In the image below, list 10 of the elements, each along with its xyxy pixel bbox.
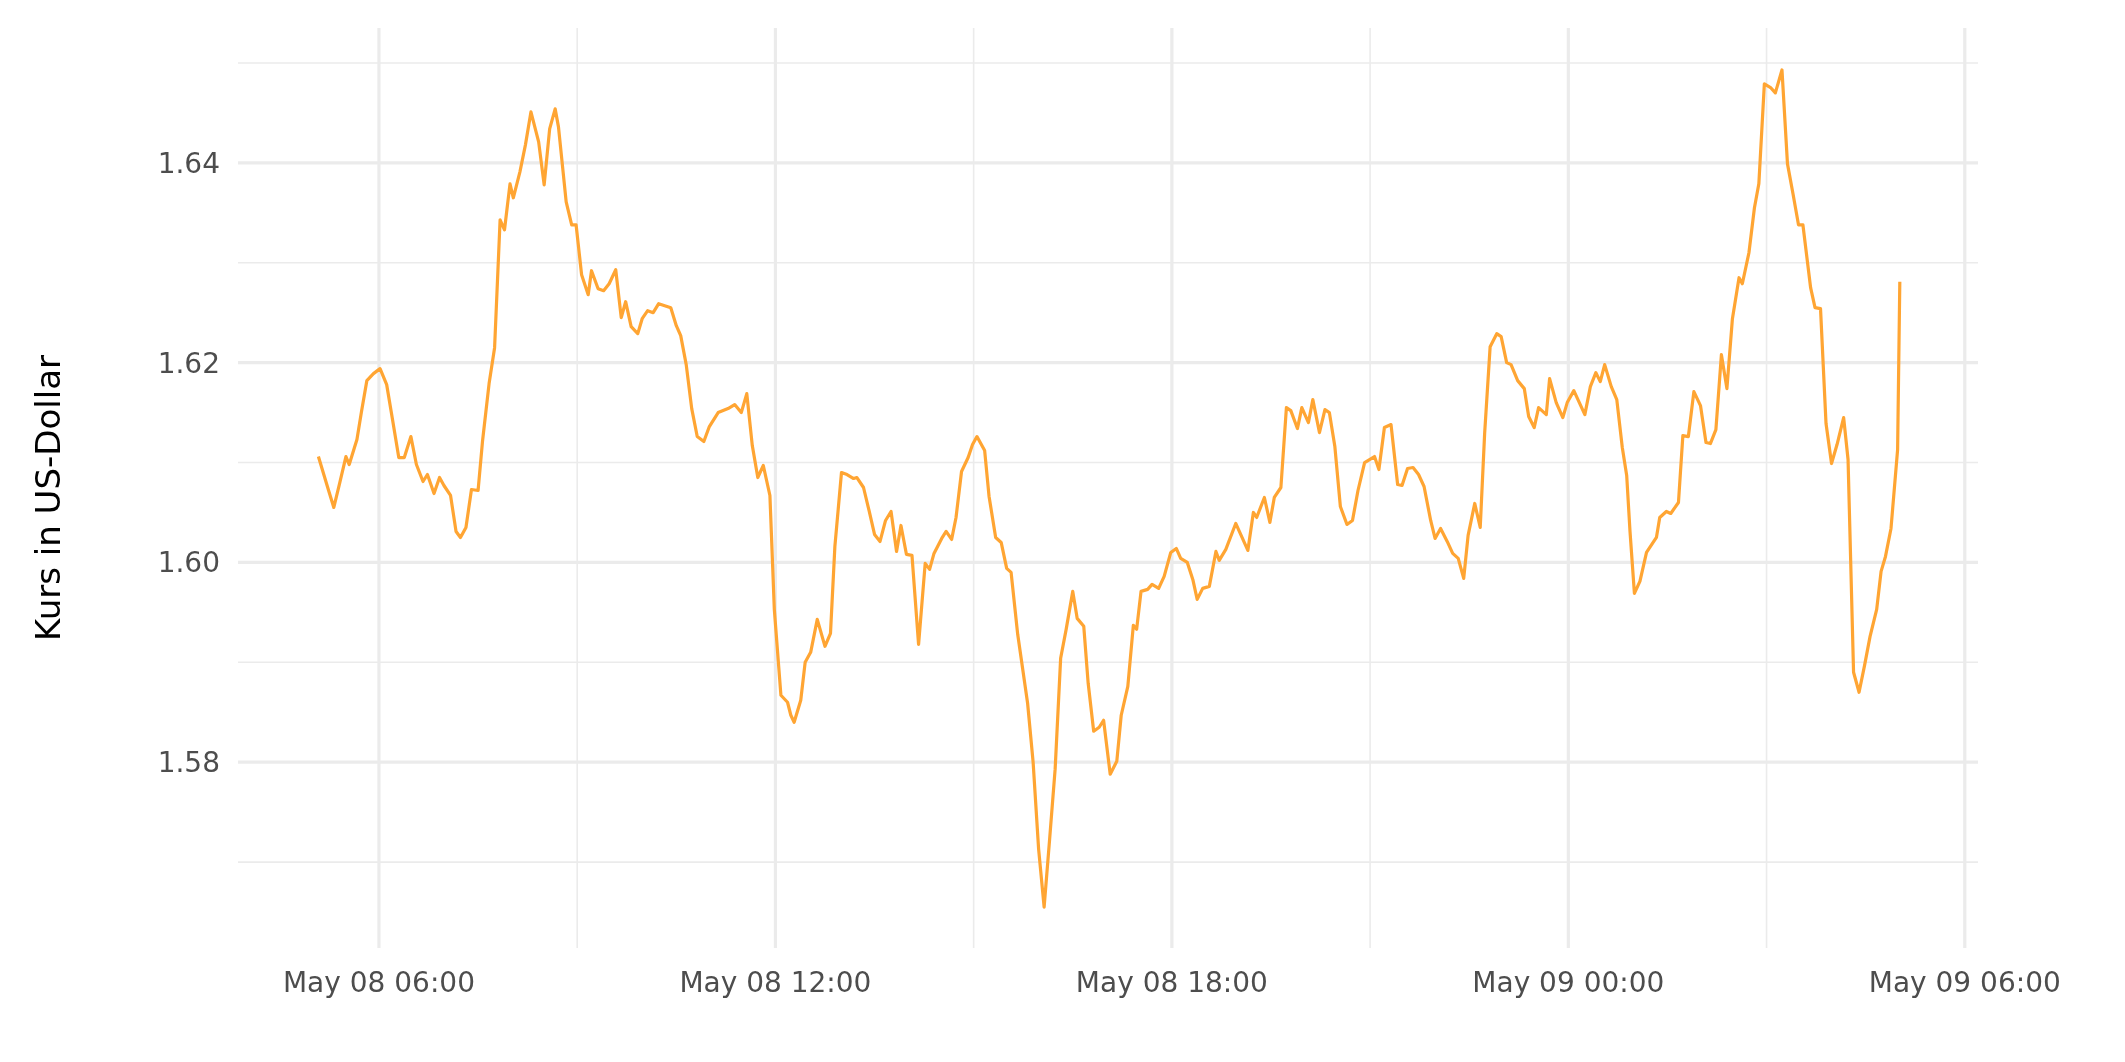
y-axis-title: Kurs in US-Dollar [28,355,68,641]
x-tick-label: May 08 12:00 [679,965,872,999]
x-tick-label: May 08 18:00 [1075,965,1268,999]
y-tick-label: 1.64 [157,146,220,180]
y-tick-label: 1.58 [157,746,220,780]
y-tick-label: 1.62 [157,346,220,380]
x-tick-label: May 09 06:00 [1868,965,2061,999]
y-tick-label: 1.60 [157,546,220,580]
x-tick-label: May 08 06:00 [282,965,475,999]
x-tick-label: May 09 00:00 [1472,965,1665,999]
